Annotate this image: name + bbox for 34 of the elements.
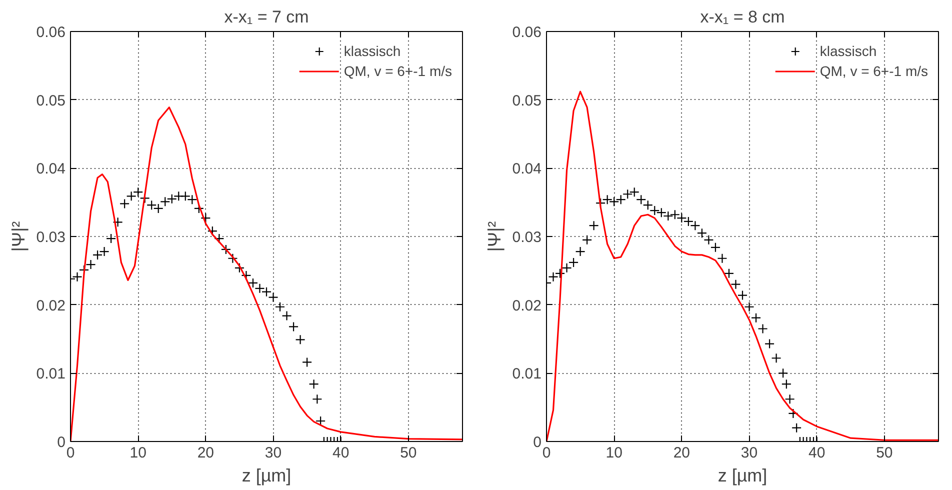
- x-tick-label: 10: [130, 444, 146, 462]
- y-tick-label: 0: [533, 434, 542, 451]
- y-tick-label: 0.02: [512, 297, 542, 314]
- legend-label: QM, v = 6+-1 m/s: [820, 63, 928, 79]
- y-tick-label: 0.05: [36, 92, 66, 110]
- y-tick-label: 0.05: [512, 92, 542, 110]
- x-axis-title: z [µm]: [718, 466, 768, 486]
- x-tick-label: 20: [673, 444, 690, 462]
- legend-label: klassisch: [344, 43, 401, 59]
- x-tick-label: 10: [606, 444, 622, 462]
- y-axis-title: |Ψ|²: [484, 221, 504, 252]
- y-tick-label: 0.04: [36, 160, 66, 178]
- legend-label: QM, v = 6+-1 m/s: [344, 63, 452, 79]
- x-tick-label: 30: [740, 444, 758, 462]
- x-tick-label: 50: [400, 444, 417, 462]
- y-tick-label: 0.01: [36, 366, 66, 383]
- y-tick-label: 0.04: [512, 160, 542, 178]
- chart-title: x-x₁ = 8 cm: [700, 8, 785, 26]
- x-tick-label: 40: [332, 444, 350, 462]
- y-tick-label: 0.06: [512, 24, 542, 41]
- x-tick-label: 30: [264, 444, 282, 462]
- chart-title: x-x₁ = 7 cm: [224, 8, 309, 26]
- y-tick-label: 0: [57, 434, 66, 451]
- x-axis-title: z [µm]: [242, 466, 292, 486]
- y-tick-label: 0.03: [512, 229, 542, 246]
- x-tick-label: 40: [808, 444, 826, 462]
- y-axis-title: |Ψ|²: [8, 221, 28, 252]
- legend-label: klassisch: [820, 43, 877, 59]
- x-tick-label: 50: [876, 444, 893, 462]
- y-tick-label: 0.03: [36, 229, 66, 246]
- y-tick-label: 0.06: [36, 24, 66, 41]
- y-tick-label: 0.01: [512, 366, 542, 383]
- y-tick-label: 0.02: [36, 297, 66, 314]
- x-tick-label: 20: [197, 444, 214, 462]
